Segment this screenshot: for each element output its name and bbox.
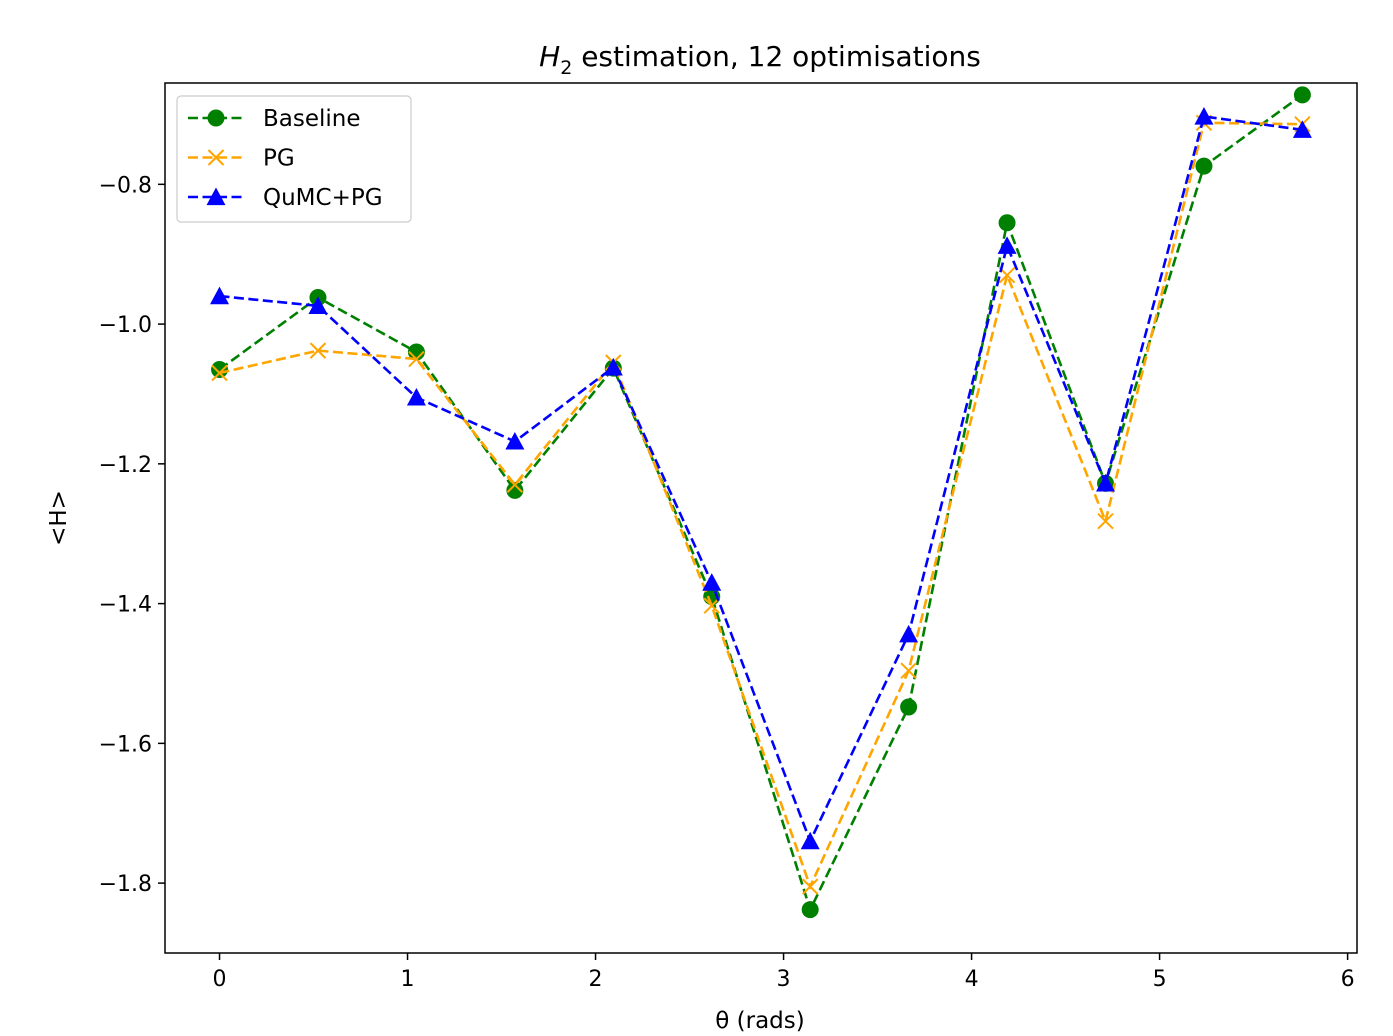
data-point-pg <box>1097 512 1114 530</box>
legend: Baseline PG QuMC+PG <box>176 95 412 223</box>
legend-marker-pg <box>207 149 225 166</box>
x-tick-label: 4 <box>965 967 979 992</box>
data-point-pg-stroke <box>998 266 1016 284</box>
legend-frame <box>176 95 412 223</box>
y-tick-label: −1.2 <box>99 453 152 478</box>
x-tick-label: 2 <box>589 967 603 992</box>
data-point-pg-stroke <box>900 662 917 679</box>
data-point-pg <box>506 476 524 494</box>
data-point-pg <box>703 597 720 614</box>
chart-title-main: H <box>539 40 560 73</box>
data-point-qumc-pg <box>1194 107 1214 125</box>
data-point-qumc-pg <box>603 357 623 376</box>
legend-label-pg: PG <box>263 146 295 172</box>
data-point-baseline <box>900 698 918 716</box>
data-point-pg-stroke <box>703 597 720 614</box>
chart-title-subscript: 2 <box>560 57 572 79</box>
y-tick-label: −1.4 <box>99 593 152 618</box>
chart-title: H2 estimation, 12 optimisations <box>539 40 981 79</box>
data-point-qumc-pg <box>210 286 230 305</box>
legend-item-baseline: Baseline <box>188 106 361 132</box>
legend-items: Baseline PG QuMC+PG <box>188 106 383 211</box>
x-axis-label: θ (rads) <box>715 1008 804 1034</box>
data-point-qumc-pg <box>800 831 820 850</box>
data-point-baseline <box>1293 86 1311 104</box>
data-point-pg-stroke <box>801 878 819 895</box>
x-tick-label: 5 <box>1153 967 1167 992</box>
data-point-qumc-pg <box>505 431 525 450</box>
data-point-pg-stroke <box>408 350 425 368</box>
data-point-pg <box>408 350 425 368</box>
plot-area <box>164 82 1358 954</box>
x-tick-label: 1 <box>401 967 415 992</box>
data-point-baseline <box>998 214 1016 232</box>
data-point-pg-stroke <box>1097 512 1114 530</box>
legend-item-pg: PG <box>188 146 295 172</box>
data-point-pg-stroke <box>309 342 327 359</box>
data-point-qumc-pg <box>997 236 1017 254</box>
data-point-baseline <box>211 361 229 379</box>
y-axis-label: <H> <box>46 490 72 546</box>
data-point-qumc-pg <box>899 624 919 643</box>
legend-marker-baseline <box>207 109 225 127</box>
data-point-pg <box>211 364 228 382</box>
data-point-pg-stroke <box>211 364 228 382</box>
legend-marker-pg-stroke <box>207 149 225 166</box>
legend-label-baseline: Baseline <box>263 106 361 132</box>
data-point-baseline <box>506 481 524 499</box>
legend-item-qumc-pg: QuMC+PG <box>188 185 383 211</box>
legend-label-qumc-pg: QuMC+PG <box>263 185 383 211</box>
data-point-pg-stroke <box>506 476 524 494</box>
data-point-qumc-pg <box>702 573 722 591</box>
data-point-pg <box>900 662 917 679</box>
y-tick-label: −1.0 <box>99 313 152 338</box>
x-axis-ticks: 0 1 2 3 4 5 6 <box>213 953 1355 992</box>
x-tick-label: 3 <box>777 967 791 992</box>
series-line-qumc-pg <box>219 115 1303 845</box>
x-tick-label: 0 <box>213 967 227 992</box>
series-line-pg <box>219 121 1303 891</box>
y-tick-label: −1.6 <box>99 732 152 757</box>
data-point-pg <box>801 878 819 895</box>
series-layer <box>210 86 1312 919</box>
data-point-baseline <box>801 901 819 919</box>
data-point-baseline <box>1195 157 1213 175</box>
chart-title-rest: estimation, 12 optimisations <box>572 40 981 73</box>
y-tick-label: −1.8 <box>99 872 152 897</box>
series-line-baseline <box>218 93 1304 914</box>
data-point-pg <box>309 342 327 359</box>
legend-marker-qumc-pg <box>206 187 226 206</box>
data-point-qumc-pg <box>406 387 426 406</box>
data-point-baseline <box>407 343 425 361</box>
y-axis-ticks: −0.8 −1.0 −1.2 −1.4 −1.6 −1.8 <box>99 173 165 897</box>
data-point-qumc-pg <box>1096 473 1116 492</box>
data-point-qumc-pg <box>308 296 328 314</box>
x-tick-label: 6 <box>1341 967 1355 992</box>
data-point-qumc-pg <box>1292 120 1312 138</box>
series-qumc-pg <box>210 107 1312 850</box>
y-tick-label: −0.8 <box>99 173 152 198</box>
